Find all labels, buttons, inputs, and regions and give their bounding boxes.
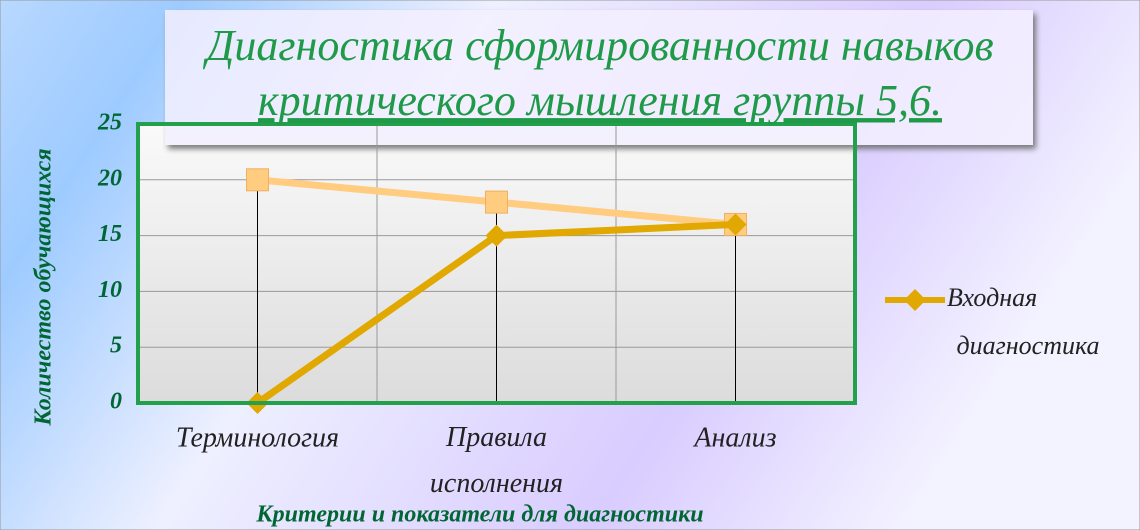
plot-border bbox=[136, 122, 857, 405]
y-tick-label: 15 bbox=[98, 221, 122, 247]
chart-title: Диагностика сформированности навыков bbox=[202, 21, 993, 70]
legend-label: Входная диагностика bbox=[947, 283, 1100, 360]
y-tick-label: 10 bbox=[98, 277, 122, 303]
marker bbox=[485, 190, 508, 214]
x-axis-label: Критерии и показатели для диагностики bbox=[255, 502, 703, 528]
marker bbox=[246, 168, 269, 192]
chart-title: критического мышления группы 5,6. bbox=[258, 76, 942, 125]
y-tick-label: 20 bbox=[97, 165, 122, 191]
legend-label-line: Входная bbox=[947, 283, 1037, 312]
marker bbox=[724, 213, 747, 236]
x-tick-label: Правила исполнения bbox=[430, 422, 563, 499]
x-tick-label-line: Правила bbox=[445, 422, 547, 453]
marker bbox=[485, 224, 508, 247]
y-tick-label: 0 bbox=[110, 389, 122, 415]
x-tick-label-line: исполнения bbox=[430, 468, 563, 499]
x-tick-label: Анализ bbox=[692, 422, 776, 453]
y-tick-label: 5 bbox=[110, 333, 122, 359]
y-axis-label: Количество обучающихся bbox=[31, 148, 57, 426]
marker bbox=[904, 289, 926, 311]
y-tick-label: 25 bbox=[97, 110, 122, 136]
x-tick-label: Терминология bbox=[176, 422, 339, 453]
legend-label-line: диагностика bbox=[956, 331, 1099, 360]
